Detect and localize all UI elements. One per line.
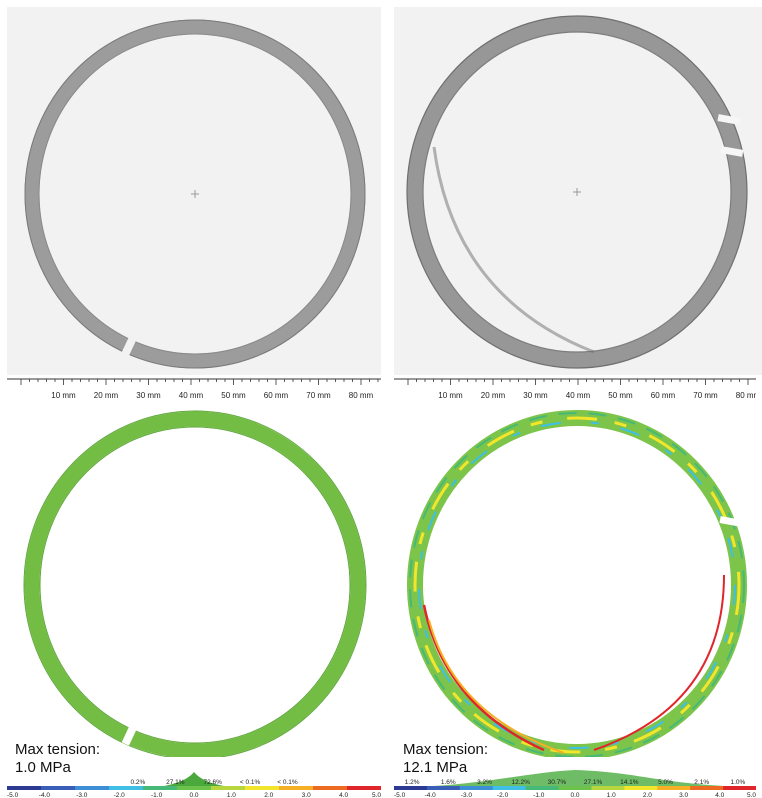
ring-photo-right xyxy=(394,7,762,375)
left-colorbar-tick-label: 3.0 xyxy=(302,792,311,798)
right-colorbar-segment xyxy=(492,786,527,790)
max-tension-right-label: Max tension: xyxy=(403,741,489,758)
ring-photo-left xyxy=(7,7,381,375)
right-colorbar-segment xyxy=(525,786,560,790)
right-colorbar-tick-label: 3.0 xyxy=(679,792,688,798)
ruler-left-tick-label: 40 mm xyxy=(179,391,204,400)
left-percentage-label: < 0.1% xyxy=(277,779,298,786)
right-colorbar-segment xyxy=(723,786,756,790)
ruler-left-tick-label: 30 mm xyxy=(136,391,161,400)
left-colorbar-tick-label: 5.0 xyxy=(372,792,381,798)
right-colorbar-segment xyxy=(591,786,625,790)
right-percentage-label: 1.0% xyxy=(730,779,745,786)
left-colorbar-segment xyxy=(143,786,178,790)
left-colorbar-segment xyxy=(211,786,246,790)
ruler-right-tick-label: 50 mm xyxy=(608,391,633,400)
left-percentage-label: < 0.1% xyxy=(240,779,261,786)
left-colorbar-tick-label: -4.0 xyxy=(39,792,51,798)
left-colorbar-tick-label: -1.0 xyxy=(151,792,163,798)
tension-map-right xyxy=(394,405,762,757)
left-colorbar-tick-label: -2.0 xyxy=(114,792,126,798)
tension-map-left xyxy=(7,405,381,757)
ruler-right-tick-label: 60 mm xyxy=(651,391,676,400)
left-colorbar-segment xyxy=(109,786,144,790)
left-colorbar-segment xyxy=(313,786,348,790)
left-percentage-label: 72.6% xyxy=(203,779,222,786)
ruler-right: 10 mm 20 mm 30 mm 40 mm 50 mm 60 mm 70 mm 80 mm xyxy=(394,378,756,402)
right-colorbar-segment xyxy=(558,786,592,790)
right-colorbar-tick-label: -2.0 xyxy=(497,792,509,798)
right-percentage-label: 5.0% xyxy=(658,779,673,786)
ruler-right-tick-label: 30 mm xyxy=(523,391,548,400)
colorbar-left: 0.2% 27.1% 72.6% < 0.1% < 0.1% -5.0 -4.0 -3.0 -2… xyxy=(7,764,381,798)
right-percentage-label: 1.2% xyxy=(405,779,420,786)
right-colorbar-tick-label: 1.0 xyxy=(607,792,616,798)
right-colorbar-segment xyxy=(426,786,461,790)
left-percentage-label: 0.2% xyxy=(130,779,145,786)
right-colorbar-segment xyxy=(624,786,658,790)
left-colorbar-segment xyxy=(347,786,381,790)
colorbar-right: 1.2% 1.6% 3.2% 12.2% 30.7% 27.1% 14.1% 5.0% 2.1%… xyxy=(394,764,756,798)
max-tension-left: Max tension: 1.0 MPa xyxy=(15,741,100,777)
ruler-left-tick-label: 70 mm xyxy=(306,391,331,400)
left-colorbar-segment xyxy=(41,786,76,790)
right-colorbar-segment xyxy=(459,786,494,790)
right-percentage-label: 2.1% xyxy=(694,779,709,786)
ruler-left: 10 mm 20 mm 30 mm 40 mm 50 mm 60 mm 70 mm 80 mm xyxy=(7,378,381,402)
right-colorbar-tick-label: -3.0 xyxy=(461,792,473,798)
left-colorbar-tick-label: -5.0 xyxy=(7,792,19,798)
ruler-right-tick-label: 80 mm xyxy=(736,391,756,400)
right-colorbar-tick-label: 4.0 xyxy=(715,792,724,798)
ruler-right-tick-label: 20 mm xyxy=(481,391,506,400)
left-histogram xyxy=(164,772,224,786)
ruler-left-tick-label: 60 mm xyxy=(264,391,289,400)
ruler-right-tick-label: 70 mm xyxy=(693,391,718,400)
right-colorbar-tick-label: -1.0 xyxy=(533,792,545,798)
left-colorbar-segment xyxy=(7,786,42,790)
left-colorbar-segment xyxy=(177,786,212,790)
right-colorbar-tick-label: 0.0 xyxy=(570,792,579,798)
max-tension-right-value: 12.1 MPa xyxy=(403,759,468,776)
right-colorbar-tick-label: -5.0 xyxy=(394,792,406,798)
right-percentage-label: 14.1% xyxy=(620,779,639,786)
max-tension-left-label: Max tension: xyxy=(15,741,101,758)
left-colorbar-segment xyxy=(279,786,314,790)
ruler-left-tick-label: 80 mm xyxy=(349,391,374,400)
right-colorbar-tick-label: 5.0 xyxy=(747,792,756,798)
ruler-left-tick-label: 10 mm xyxy=(51,391,76,400)
ruler-left-tick-label: 50 mm xyxy=(221,391,246,400)
ruler-right-tick-label: 40 mm xyxy=(566,391,591,400)
left-percentage-label: 27.1% xyxy=(166,779,185,786)
right-percentage-label: 12.2% xyxy=(511,779,530,786)
left-colorbar-segment xyxy=(245,786,280,790)
right-colorbar-segment xyxy=(394,786,428,790)
right-colorbar-segment xyxy=(657,786,691,790)
right-percentage-label: 27.1% xyxy=(584,779,603,786)
left-colorbar-tick-label: -3.0 xyxy=(76,792,88,798)
left-colorbar-tick-label: 2.0 xyxy=(264,792,273,798)
left-colorbar-tick-label: 4.0 xyxy=(339,792,348,798)
right-percentage-label: 30.7% xyxy=(548,779,567,786)
right-percentage-label: 1.6% xyxy=(441,779,456,786)
left-colorbar-tick-label: 0.0 xyxy=(189,792,198,798)
left-colorbar-tick-label: 1.0 xyxy=(227,792,236,798)
right-colorbar-segment xyxy=(690,786,724,790)
right-colorbar-tick-label: -4.0 xyxy=(425,792,437,798)
left-colorbar-segment xyxy=(75,786,110,790)
right-colorbar-tick-label: 2.0 xyxy=(643,792,652,798)
right-histogram xyxy=(434,770,724,786)
max-tension-right: Max tension: 12.1 MPa xyxy=(403,741,488,777)
max-tension-left-value: 1.0 MPa xyxy=(15,759,71,776)
ruler-right-tick-label: 10 mm xyxy=(438,391,463,400)
right-percentage-label: 3.2% xyxy=(477,779,492,786)
ruler-left-tick-label: 20 mm xyxy=(94,391,119,400)
